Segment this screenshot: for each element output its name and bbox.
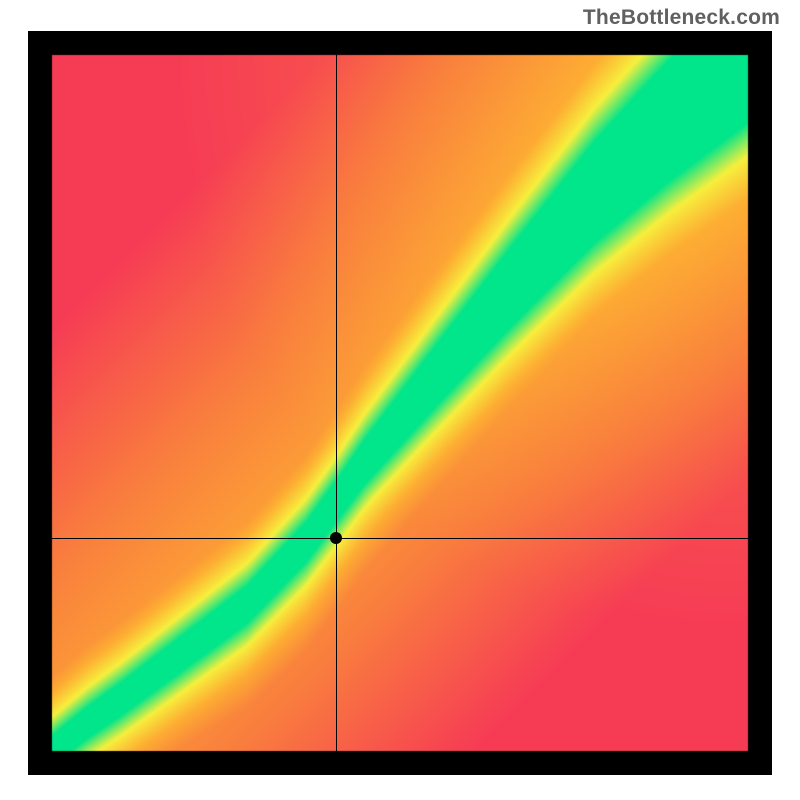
watermark-text: TheBottleneck.com bbox=[583, 6, 780, 30]
data-point-marker bbox=[330, 532, 342, 544]
bottleneck-heatmap bbox=[28, 31, 772, 775]
crosshair-vertical bbox=[336, 55, 337, 751]
crosshair-horizontal bbox=[52, 538, 748, 539]
chart-area bbox=[28, 31, 772, 775]
chart-container: TheBottleneck.com bbox=[0, 0, 800, 800]
